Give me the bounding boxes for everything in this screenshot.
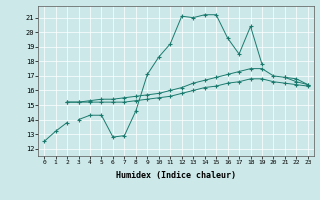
X-axis label: Humidex (Indice chaleur): Humidex (Indice chaleur) bbox=[116, 171, 236, 180]
